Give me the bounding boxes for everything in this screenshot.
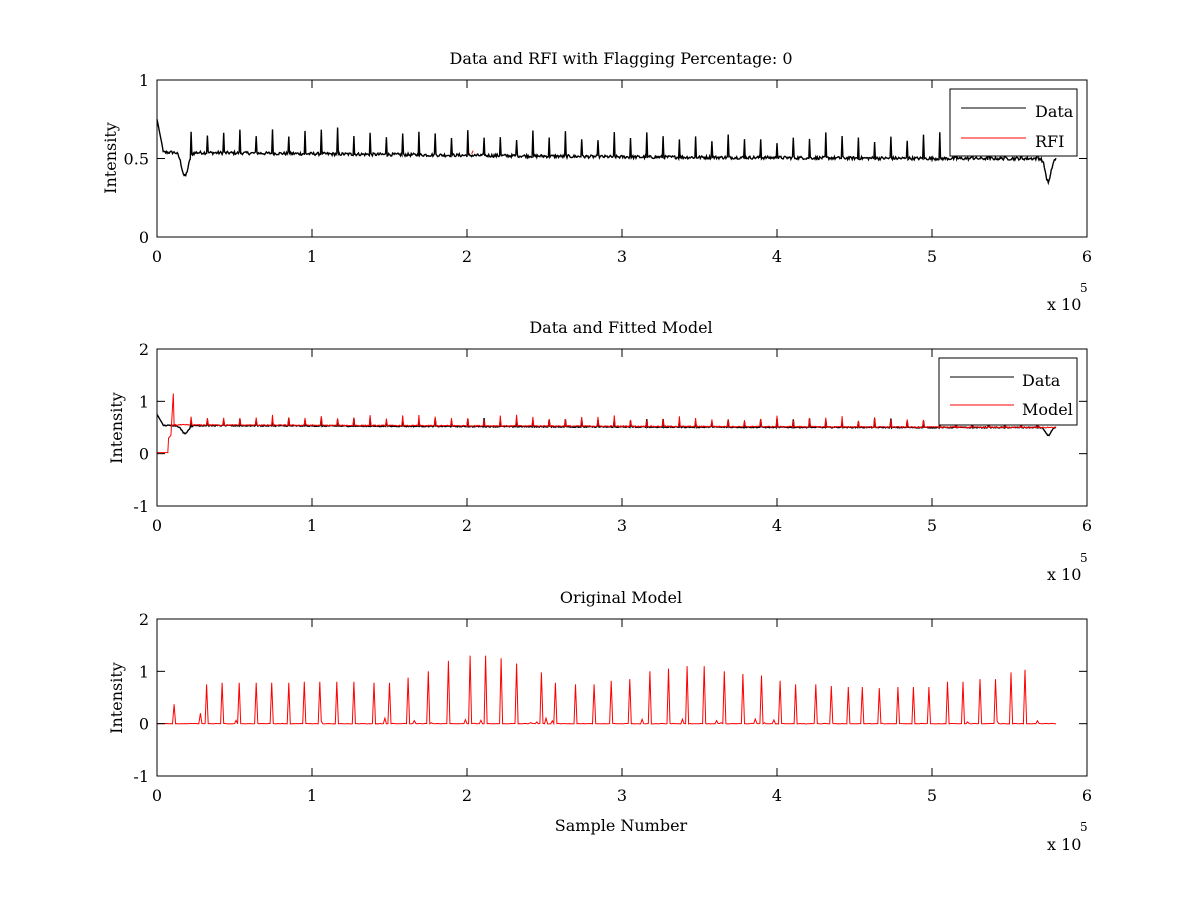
panel-1-x-tick-label: 6 — [1082, 247, 1092, 266]
panel-1-legend: Data RFI — [949, 88, 1078, 157]
panel-3-y-tick-label: -1 — [133, 767, 149, 786]
panel-1-legend-box — [949, 88, 1078, 157]
panel-1-series-data-line — [156, 119, 1057, 186]
panel-1: Data and RFI with Flagging Percentage: 0… — [101, 49, 1092, 314]
panel-2-legend-label-model: Model — [1022, 400, 1073, 419]
panel-3-x-tick-label: 0 — [152, 786, 162, 805]
panel-1-legend-label-data: Data — [1035, 102, 1074, 121]
panel-2-x-exponent: 5 — [1080, 551, 1088, 565]
panel-1-series-rfi-line — [471, 150, 474, 155]
panel-3-x-tick-label: 3 — [617, 786, 627, 805]
panel-2-y-tick-label: -1 — [133, 497, 149, 516]
panel-1-x-tick-label: 0 — [152, 247, 162, 266]
panel-1-x-tick-label: 1 — [307, 247, 317, 266]
panel-3-x-multiplier: x 10 — [1047, 835, 1081, 854]
panel-1-x-exponent: 5 — [1080, 281, 1088, 295]
panel-2-title: Data and Fitted Model — [529, 318, 712, 337]
panel-2-x-tick-label: 3 — [617, 516, 627, 535]
panel-3-ylabel: Intensity — [107, 662, 126, 734]
panel-3-x-exponent: 5 — [1080, 820, 1088, 834]
panel-2-x-tick-label: 5 — [927, 516, 937, 535]
panel-2-y-tick-label: 2 — [139, 340, 149, 359]
panel-1-y-tick-label: 0.5 — [124, 150, 149, 169]
panel-3-x-tick-label: 2 — [462, 786, 472, 805]
panel-3-x-tick-label: 4 — [772, 786, 782, 805]
panel-2-series-model-line — [172, 414, 1057, 429]
panel-1-x-tick-label: 5 — [927, 247, 937, 266]
panel-1-x-multiplier: x 10 — [1047, 295, 1081, 314]
panel-3-series — [156, 655, 1056, 726]
panel-1-y-tick-label: 1 — [139, 71, 149, 90]
panel-1-y-tick-label: 0 — [139, 228, 149, 247]
panel-1-ylabel: Intensity — [101, 122, 120, 194]
panel-1-legend-label-rfi: RFI — [1035, 132, 1064, 151]
panel-2-legend-label-data: Data — [1022, 371, 1061, 390]
panel-1-series — [156, 119, 1057, 186]
panel-3-x-tick-label: 5 — [927, 786, 937, 805]
panel-2-ylabel: Intensity — [107, 392, 126, 464]
panel-1-x-tick-label: 3 — [617, 247, 627, 266]
panel-3-xlabel: Sample Number — [555, 816, 688, 835]
panel-2-legend-box — [938, 357, 1078, 426]
panel-1-title: Data and RFI with Flagging Percentage: 0 — [449, 49, 792, 68]
panel-1-x-tick-label: 4 — [772, 247, 782, 266]
panel-2-series — [156, 393, 1057, 454]
panel-1-ticks: 0 1 2 3 4 5 6 0 0.5 1 — [124, 71, 1093, 266]
panel-3-y-tick-label: 1 — [139, 662, 149, 681]
panel-2-legend: Data Model — [938, 357, 1078, 426]
panel-3-y-tick-label: 2 — [139, 610, 149, 629]
panel-2-x-tick-label: 1 — [307, 516, 317, 535]
panel-3-x-tick-label: 6 — [1082, 786, 1092, 805]
panel-3-x-tick-label: 1 — [307, 786, 317, 805]
panel-2-y-tick-label: 1 — [139, 392, 149, 411]
panel-2-y-tick-label: 0 — [139, 445, 149, 464]
panel-2-x-tick-label: 0 — [152, 516, 162, 535]
panel-2-x-tick-label: 2 — [462, 516, 472, 535]
panel-2-model-startup-line — [157, 393, 175, 454]
panel-3-title: Original Model — [560, 588, 682, 607]
panel-2-x-tick-label: 4 — [772, 516, 782, 535]
panel-2-x-multiplier: x 10 — [1047, 565, 1081, 584]
panel-3-y-tick-label: 0 — [139, 715, 149, 734]
panel-3-series-model-line — [156, 655, 1056, 726]
panel-1-x-tick-label: 2 — [462, 247, 472, 266]
panel-2-x-tick-label: 6 — [1082, 516, 1092, 535]
